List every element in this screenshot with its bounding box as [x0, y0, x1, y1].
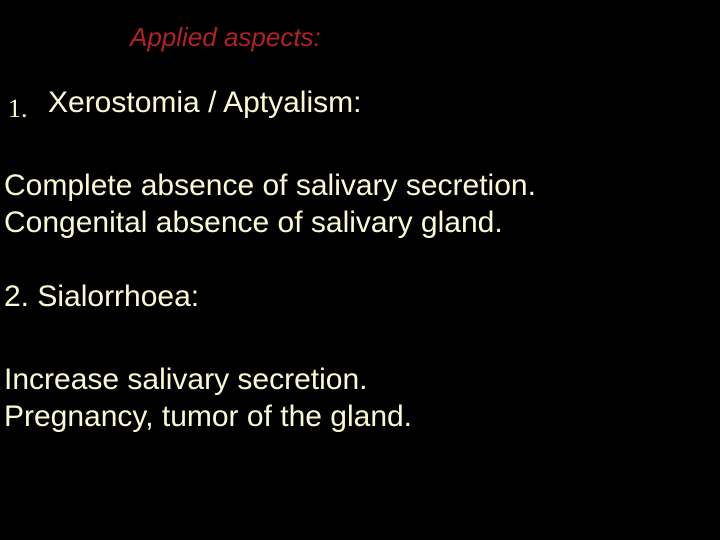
slide: Applied aspects: 1. Xerostomia / Aptyali… [0, 0, 720, 540]
heading-1: Xerostomia / Aptyalism: [48, 86, 361, 120]
body-1: Complete absence of salivary secretion.C… [4, 168, 536, 241]
heading-2: 2. Sialorrhoea: [4, 280, 199, 314]
body-2: Increase salivary secretion.Pregnancy, t… [4, 362, 412, 435]
list-number-1: 1. [8, 94, 28, 124]
slide-title: Applied aspects: [130, 22, 321, 53]
